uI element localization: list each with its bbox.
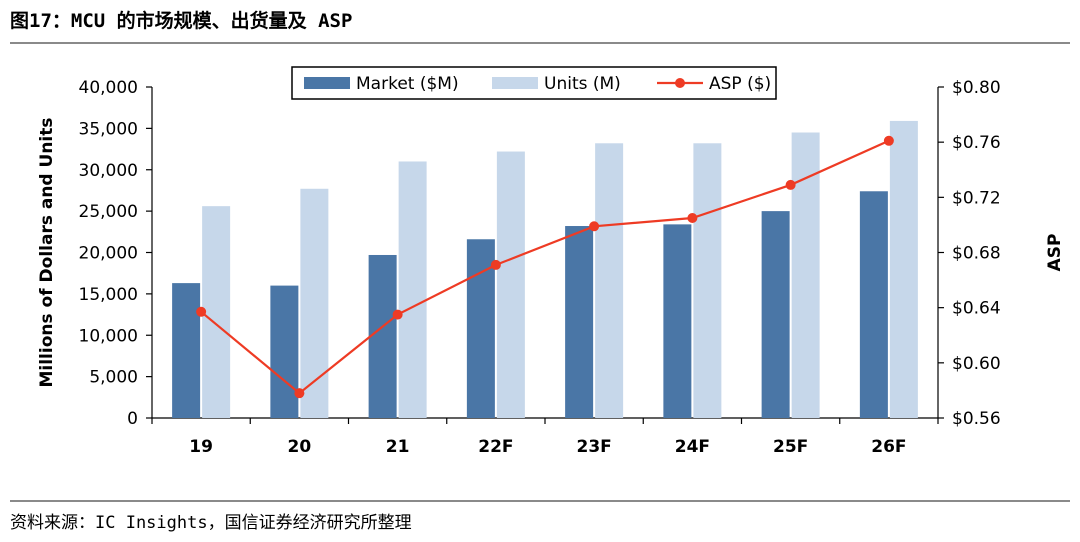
units-bar [791,132,820,418]
legend-swatch-market [304,77,350,89]
left-tick-label: 20,000 [79,244,138,264]
market-bar [859,191,888,418]
tick-labels: 0 5,000 10,000 15,000 20,000 25,000 30,000 35,0… [37,78,1065,457]
left-tick-label: 40,000 [79,78,138,98]
asp-point [687,213,698,224]
asp-point [196,306,207,317]
x-tick-label: 26F [871,437,906,457]
market-bar [368,254,397,418]
left-tick-label: 10,000 [79,326,138,346]
y2-axis-title: ASP [1045,234,1065,272]
x-tick-label: 24F [675,437,710,457]
asp-point [883,135,894,146]
chart-legend: Market ($M) Units (M) ASP ($) [291,66,777,100]
asp-line-series [196,135,894,399]
asp-line [200,139,890,395]
x-tick-label: 21 [386,437,410,457]
units-bar [496,151,525,419]
market-bar [172,283,201,418]
units-bar [202,206,231,418]
units-bar [889,120,918,419]
y-axis-title: Millions of Dollars and Units [37,117,57,387]
asp-point [392,309,403,320]
source-rule [10,500,1070,502]
asp-point [490,259,501,270]
left-tick-label: 15,000 [79,285,138,305]
legend-label-market: Market ($M) [356,74,459,94]
asp-point [294,388,305,399]
right-tick-label: $0.72 [952,188,1001,208]
market-bar [761,211,790,418]
market-bar [565,226,594,418]
x-tick-label: 22F [478,437,513,457]
left-tick-label: 0 [127,409,138,429]
legend-label-units: Units (M) [544,74,621,94]
asp-point [785,179,796,190]
market-bar [270,285,299,418]
x-tick-label: 25F [773,437,808,457]
market-bar [466,239,495,418]
mcu-chart: 0 5,000 10,000 15,000 20,000 25,000 30,000 35,0… [37,66,1065,457]
x-tick-label: 23F [576,437,611,457]
title-rule [10,42,1070,44]
units-bar [595,143,624,418]
left-tick-label: 35,000 [79,119,138,139]
legend-swatch-asp-point [675,78,685,88]
right-tick-label: $0.68 [952,244,1001,264]
figure-title: 图17：MCU 的市场规模、出货量及 ASP [10,10,353,32]
left-tick-label: 25,000 [79,202,138,222]
left-tick-label: 30,000 [79,161,138,181]
x-tick-label: 19 [189,437,213,457]
units-bar [300,188,329,418]
right-tick-label: $0.80 [952,78,1001,98]
chart-axes [146,86,944,424]
asp-point [589,221,600,232]
right-tick-label: $0.60 [952,354,1001,374]
bar-series [172,120,918,419]
right-tick-label: $0.76 [952,133,1001,153]
source-note: 资料来源：IC Insights，国信证券经济研究所整理 [10,513,412,533]
units-bar [398,161,427,418]
market-bar [663,224,692,418]
x-tick-label: 20 [288,437,312,457]
legend-label-asp: ASP ($) [709,74,771,94]
right-tick-label: $0.64 [952,299,1001,319]
units-bar [693,143,722,418]
left-tick-label: 5,000 [89,368,138,388]
right-tick-label: $0.56 [952,409,1001,429]
legend-swatch-units [492,77,538,89]
